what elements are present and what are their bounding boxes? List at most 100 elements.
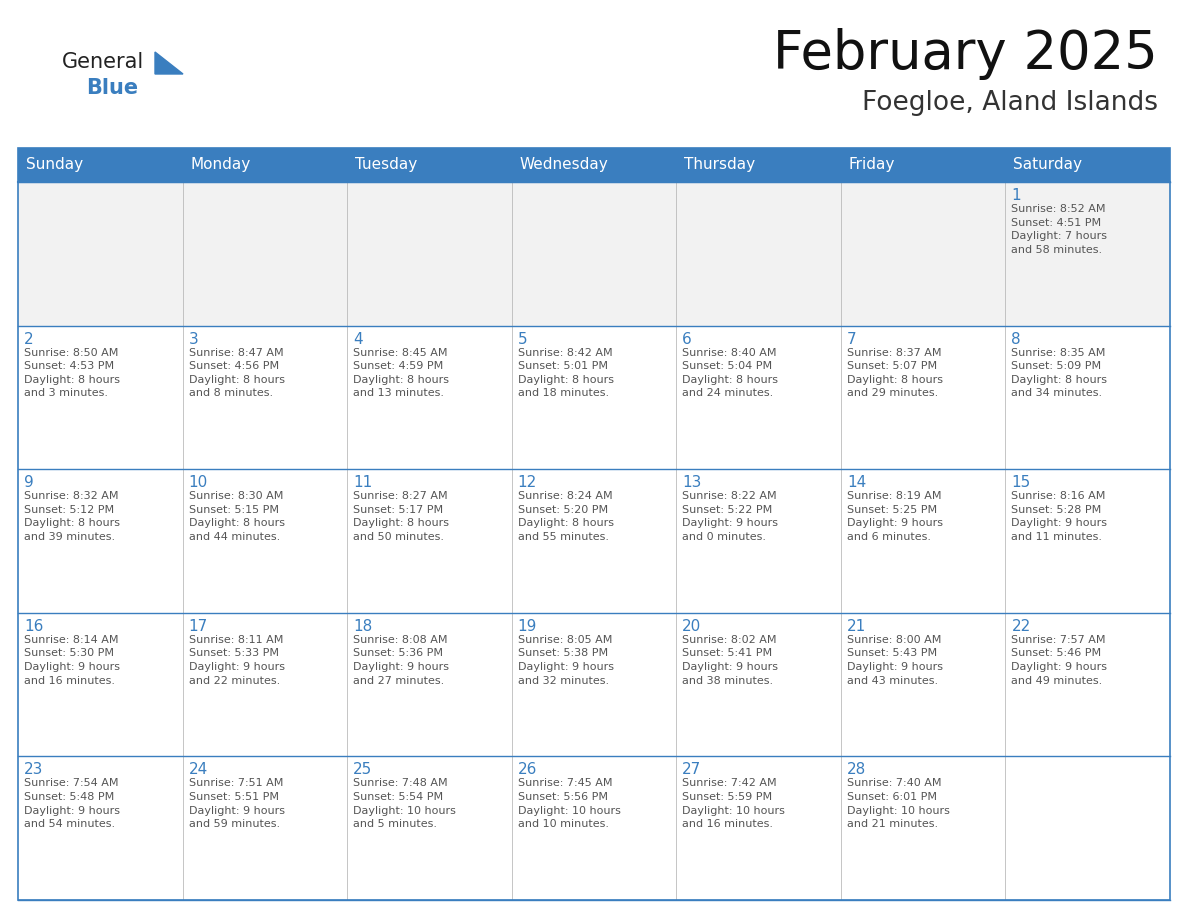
Bar [1005,182,1170,326]
Text: Sunrise: 8:16 AM
Sunset: 5:28 PM
Daylight: 9 hours
and 11 minutes.: Sunrise: 8:16 AM Sunset: 5:28 PM Dayligh… [1011,491,1107,542]
Bar [676,613,841,756]
Text: Sunrise: 8:30 AM
Sunset: 5:15 PM
Daylight: 8 hours
and 44 minutes.: Sunrise: 8:30 AM Sunset: 5:15 PM Dayligh… [189,491,285,542]
Text: Sunrise: 7:40 AM
Sunset: 6:01 PM
Daylight: 10 hours
and 21 minutes.: Sunrise: 7:40 AM Sunset: 6:01 PM Dayligh… [847,778,949,829]
Text: General: General [62,52,144,72]
Text: 7: 7 [847,331,857,347]
Bar [841,469,1005,613]
Bar [347,469,512,613]
Text: 6: 6 [682,331,693,347]
Text: 10: 10 [189,476,208,490]
Text: Sunrise: 8:05 AM
Sunset: 5:38 PM
Daylight: 9 hours
and 32 minutes.: Sunrise: 8:05 AM Sunset: 5:38 PM Dayligh… [518,635,614,686]
Text: Tuesday: Tuesday [355,158,417,173]
Text: Sunrise: 8:00 AM
Sunset: 5:43 PM
Daylight: 9 hours
and 43 minutes.: Sunrise: 8:00 AM Sunset: 5:43 PM Dayligh… [847,635,943,686]
Bar [1005,326,1170,469]
Text: 20: 20 [682,619,702,633]
Text: Blue: Blue [86,78,138,98]
Text: Sunrise: 8:02 AM
Sunset: 5:41 PM
Daylight: 9 hours
and 38 minutes.: Sunrise: 8:02 AM Sunset: 5:41 PM Dayligh… [682,635,778,686]
Text: Sunrise: 7:42 AM
Sunset: 5:59 PM
Daylight: 10 hours
and 16 minutes.: Sunrise: 7:42 AM Sunset: 5:59 PM Dayligh… [682,778,785,829]
Text: 25: 25 [353,763,372,778]
Text: Saturday: Saturday [1013,158,1082,173]
Text: 22: 22 [1011,619,1031,633]
Bar [18,326,183,469]
Bar [347,756,512,900]
Text: 13: 13 [682,476,702,490]
Text: Thursday: Thursday [684,158,756,173]
Text: Sunrise: 8:40 AM
Sunset: 5:04 PM
Daylight: 8 hours
and 24 minutes.: Sunrise: 8:40 AM Sunset: 5:04 PM Dayligh… [682,348,778,398]
Bar [512,148,676,182]
Text: 16: 16 [24,619,44,633]
Text: 19: 19 [518,619,537,633]
Text: 1: 1 [1011,188,1020,203]
Text: 8: 8 [1011,331,1020,347]
Text: 4: 4 [353,331,362,347]
Bar [1005,469,1170,613]
Bar [18,148,183,182]
Text: Sunrise: 7:54 AM
Sunset: 5:48 PM
Daylight: 9 hours
and 54 minutes.: Sunrise: 7:54 AM Sunset: 5:48 PM Dayligh… [24,778,120,829]
Text: 11: 11 [353,476,372,490]
Text: Sunrise: 8:52 AM
Sunset: 4:51 PM
Daylight: 7 hours
and 58 minutes.: Sunrise: 8:52 AM Sunset: 4:51 PM Dayligh… [1011,204,1107,255]
Bar [18,182,183,326]
Text: Sunrise: 8:50 AM
Sunset: 4:53 PM
Daylight: 8 hours
and 3 minutes.: Sunrise: 8:50 AM Sunset: 4:53 PM Dayligh… [24,348,120,398]
Bar [1005,756,1170,900]
Text: Sunrise: 7:51 AM
Sunset: 5:51 PM
Daylight: 9 hours
and 59 minutes.: Sunrise: 7:51 AM Sunset: 5:51 PM Dayligh… [189,778,285,829]
Bar [512,613,676,756]
Text: Sunrise: 8:19 AM
Sunset: 5:25 PM
Daylight: 9 hours
and 6 minutes.: Sunrise: 8:19 AM Sunset: 5:25 PM Dayligh… [847,491,943,542]
Bar [18,756,183,900]
Text: 14: 14 [847,476,866,490]
Text: Sunrise: 8:24 AM
Sunset: 5:20 PM
Daylight: 8 hours
and 55 minutes.: Sunrise: 8:24 AM Sunset: 5:20 PM Dayligh… [518,491,614,542]
Bar [841,148,1005,182]
Text: Monday: Monday [190,158,251,173]
Text: Wednesday: Wednesday [519,158,608,173]
Text: 28: 28 [847,763,866,778]
Bar [183,613,347,756]
Text: Foegloe, Aland Islands: Foegloe, Aland Islands [862,90,1158,116]
Bar [347,182,512,326]
Bar [676,148,841,182]
Text: 26: 26 [518,763,537,778]
Text: Sunrise: 8:22 AM
Sunset: 5:22 PM
Daylight: 9 hours
and 0 minutes.: Sunrise: 8:22 AM Sunset: 5:22 PM Dayligh… [682,491,778,542]
Text: 9: 9 [24,476,33,490]
Text: 12: 12 [518,476,537,490]
Bar [183,326,347,469]
Text: Sunrise: 8:47 AM
Sunset: 4:56 PM
Daylight: 8 hours
and 8 minutes.: Sunrise: 8:47 AM Sunset: 4:56 PM Dayligh… [189,348,285,398]
Text: 17: 17 [189,619,208,633]
Text: 21: 21 [847,619,866,633]
Text: February 2025: February 2025 [773,28,1158,80]
Text: Sunrise: 8:27 AM
Sunset: 5:17 PM
Daylight: 8 hours
and 50 minutes.: Sunrise: 8:27 AM Sunset: 5:17 PM Dayligh… [353,491,449,542]
Bar [676,756,841,900]
Text: Sunrise: 8:42 AM
Sunset: 5:01 PM
Daylight: 8 hours
and 18 minutes.: Sunrise: 8:42 AM Sunset: 5:01 PM Dayligh… [518,348,614,398]
Text: Sunrise: 8:35 AM
Sunset: 5:09 PM
Daylight: 8 hours
and 34 minutes.: Sunrise: 8:35 AM Sunset: 5:09 PM Dayligh… [1011,348,1107,398]
Bar [347,326,512,469]
Bar [841,756,1005,900]
Text: Sunrise: 7:48 AM
Sunset: 5:54 PM
Daylight: 10 hours
and 5 minutes.: Sunrise: 7:48 AM Sunset: 5:54 PM Dayligh… [353,778,456,829]
Text: 24: 24 [189,763,208,778]
Text: Friday: Friday [849,158,896,173]
Text: Sunrise: 8:37 AM
Sunset: 5:07 PM
Daylight: 8 hours
and 29 minutes.: Sunrise: 8:37 AM Sunset: 5:07 PM Dayligh… [847,348,943,398]
Bar [18,613,183,756]
Text: 5: 5 [518,331,527,347]
Text: 2: 2 [24,331,33,347]
Bar [676,182,841,326]
Text: 23: 23 [24,763,44,778]
Polygon shape [154,52,183,74]
Text: 18: 18 [353,619,372,633]
Bar [1005,613,1170,756]
Bar [183,756,347,900]
Bar [183,469,347,613]
Text: Sunrise: 8:32 AM
Sunset: 5:12 PM
Daylight: 8 hours
and 39 minutes.: Sunrise: 8:32 AM Sunset: 5:12 PM Dayligh… [24,491,120,542]
Bar [841,613,1005,756]
Text: Sunrise: 8:14 AM
Sunset: 5:30 PM
Daylight: 9 hours
and 16 minutes.: Sunrise: 8:14 AM Sunset: 5:30 PM Dayligh… [24,635,120,686]
Bar [512,756,676,900]
Bar [347,148,512,182]
Bar [18,148,1170,900]
Bar [676,469,841,613]
Text: Sunrise: 8:45 AM
Sunset: 4:59 PM
Daylight: 8 hours
and 13 minutes.: Sunrise: 8:45 AM Sunset: 4:59 PM Dayligh… [353,348,449,398]
Bar [347,613,512,756]
Bar [183,148,347,182]
Bar [183,182,347,326]
Bar [512,182,676,326]
Bar [1005,148,1170,182]
Bar [18,469,183,613]
Bar [512,469,676,613]
Text: 27: 27 [682,763,702,778]
